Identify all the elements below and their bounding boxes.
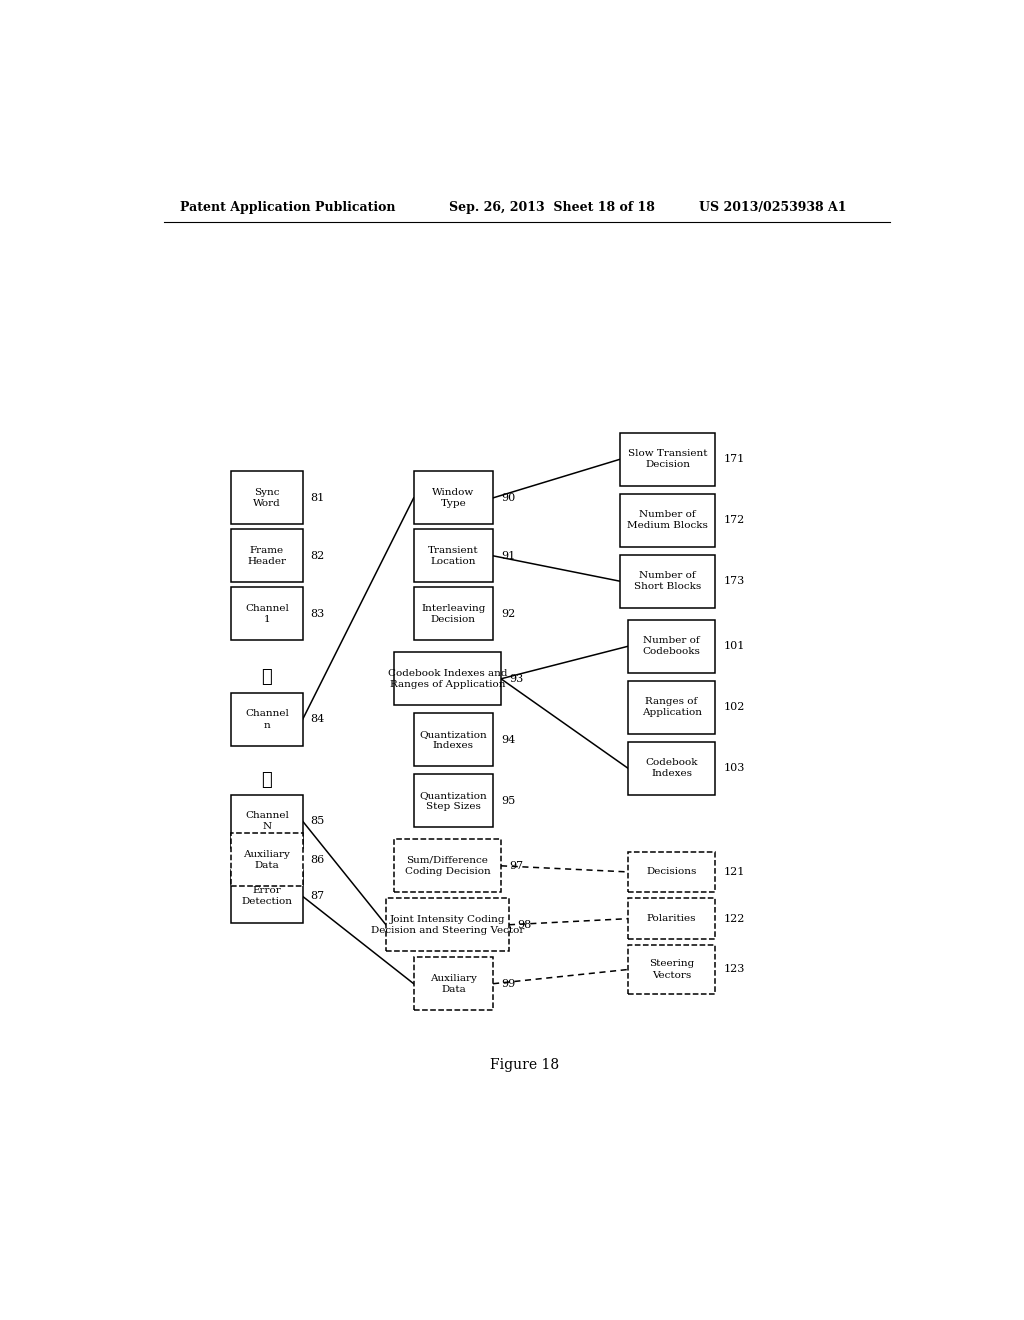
Text: Patent Application Publication: Patent Application Publication [179, 201, 395, 214]
FancyBboxPatch shape [394, 840, 501, 892]
Text: 86: 86 [310, 855, 325, 865]
Text: 93: 93 [509, 673, 523, 684]
Text: 97: 97 [509, 861, 523, 871]
Text: Number of
Codebooks: Number of Codebooks [643, 636, 700, 656]
Text: Error
Detection: Error Detection [242, 886, 293, 907]
FancyBboxPatch shape [414, 471, 494, 524]
Text: 91: 91 [501, 550, 515, 561]
FancyBboxPatch shape [414, 775, 494, 828]
FancyBboxPatch shape [620, 433, 715, 486]
Text: Channel
1: Channel 1 [245, 603, 289, 624]
Text: Sync
Word: Sync Word [253, 488, 281, 508]
Text: Sep. 26, 2013  Sheet 18 of 18: Sep. 26, 2013 Sheet 18 of 18 [450, 201, 655, 214]
Text: 99: 99 [501, 978, 515, 989]
FancyBboxPatch shape [231, 693, 303, 746]
Text: Codebook Indexes and
Ranges of Application: Codebook Indexes and Ranges of Applicati… [388, 669, 507, 689]
Text: 90: 90 [501, 492, 515, 503]
Text: ⋮: ⋮ [261, 668, 272, 686]
Text: 98: 98 [517, 920, 531, 929]
Text: Polarities: Polarities [647, 915, 696, 923]
Text: Number of
Short Blocks: Number of Short Blocks [634, 572, 701, 591]
Text: Channel
n: Channel n [245, 709, 289, 730]
Text: 172: 172 [723, 515, 744, 525]
Text: Figure 18: Figure 18 [490, 1059, 559, 1072]
Text: Decisions: Decisions [646, 867, 696, 876]
FancyBboxPatch shape [414, 529, 494, 582]
Text: Codebook
Indexes: Codebook Indexes [645, 758, 698, 779]
Text: Slow Transient
Decision: Slow Transient Decision [628, 449, 708, 470]
FancyBboxPatch shape [628, 620, 715, 673]
Text: 122: 122 [723, 913, 744, 924]
Text: Channel
N: Channel N [245, 810, 289, 832]
Text: 94: 94 [501, 735, 515, 744]
Text: Auxiliary
Data: Auxiliary Data [430, 974, 477, 994]
Text: Joint Intensity Coding
Decision and Steering Vector: Joint Intensity Coding Decision and Stee… [371, 915, 524, 935]
Text: 87: 87 [310, 891, 325, 902]
Text: Number of
Medium Blocks: Number of Medium Blocks [628, 511, 708, 531]
Text: Interleaving
Decision: Interleaving Decision [421, 603, 485, 624]
FancyBboxPatch shape [628, 945, 715, 994]
Text: 173: 173 [723, 577, 744, 586]
Text: Ranges of
Application: Ranges of Application [642, 697, 701, 717]
Text: 102: 102 [723, 702, 744, 713]
FancyBboxPatch shape [231, 471, 303, 524]
FancyBboxPatch shape [231, 587, 303, 640]
Text: Steering
Vectors: Steering Vectors [649, 960, 694, 979]
FancyBboxPatch shape [386, 899, 509, 952]
Text: Transient
Location: Transient Location [428, 545, 478, 566]
FancyBboxPatch shape [394, 652, 501, 705]
FancyBboxPatch shape [414, 587, 494, 640]
FancyBboxPatch shape [414, 957, 494, 1010]
Text: US 2013/0253938 A1: US 2013/0253938 A1 [699, 201, 847, 214]
FancyBboxPatch shape [628, 899, 715, 939]
Text: 83: 83 [310, 609, 325, 619]
Text: 82: 82 [310, 550, 325, 561]
FancyBboxPatch shape [231, 529, 303, 582]
FancyBboxPatch shape [620, 494, 715, 546]
Text: 92: 92 [501, 609, 515, 619]
Text: 123: 123 [723, 965, 744, 974]
Text: 85: 85 [310, 816, 325, 826]
FancyBboxPatch shape [231, 833, 303, 886]
Text: Sum/Difference
Coding Decision: Sum/Difference Coding Decision [404, 855, 490, 876]
Text: Frame
Header: Frame Header [248, 545, 287, 566]
Text: 171: 171 [723, 454, 744, 465]
FancyBboxPatch shape [620, 554, 715, 607]
FancyBboxPatch shape [628, 681, 715, 734]
FancyBboxPatch shape [414, 713, 494, 766]
FancyBboxPatch shape [231, 795, 303, 847]
Text: 101: 101 [723, 642, 744, 651]
Text: 95: 95 [501, 796, 515, 805]
FancyBboxPatch shape [231, 870, 303, 923]
Text: 84: 84 [310, 714, 325, 725]
Text: ⋮: ⋮ [261, 771, 272, 789]
Text: Window
Type: Window Type [432, 488, 474, 508]
FancyBboxPatch shape [628, 742, 715, 795]
Text: 81: 81 [310, 492, 325, 503]
Text: 103: 103 [723, 763, 744, 774]
Text: Quantization
Step Sizes: Quantization Step Sizes [420, 791, 487, 810]
Text: Auxiliary
Data: Auxiliary Data [244, 850, 291, 870]
Text: Quantization
Indexes: Quantization Indexes [420, 730, 487, 750]
Text: 121: 121 [723, 867, 744, 876]
FancyBboxPatch shape [628, 851, 715, 892]
